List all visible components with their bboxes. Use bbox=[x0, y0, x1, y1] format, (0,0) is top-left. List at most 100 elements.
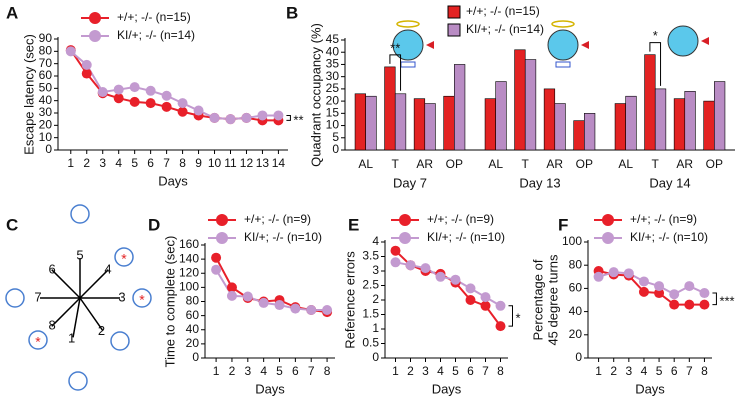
data-point bbox=[113, 93, 124, 104]
y-tick-label: 120 bbox=[179, 265, 199, 279]
legend-label: +/+; -/- (n=9) bbox=[630, 212, 697, 226]
bar bbox=[703, 100, 715, 151]
data-point bbox=[161, 101, 172, 112]
bar bbox=[413, 98, 426, 151]
legend-marker bbox=[216, 232, 228, 244]
significance-bracket bbox=[649, 42, 662, 86]
significance-bracket bbox=[508, 305, 513, 327]
data-point bbox=[623, 268, 634, 279]
y-tick-label: 80 bbox=[569, 257, 583, 271]
data-point bbox=[390, 257, 401, 268]
arm-cup bbox=[70, 204, 90, 224]
y-tick-label: 40 bbox=[569, 304, 583, 318]
data-point bbox=[684, 299, 695, 310]
legend-marker bbox=[89, 30, 101, 42]
y-tick-label: 45 bbox=[326, 32, 340, 46]
x-tick-label: 8 bbox=[497, 364, 504, 378]
y-tick-label: 60 bbox=[186, 308, 200, 322]
pool bbox=[667, 25, 699, 57]
bar bbox=[495, 81, 507, 151]
x-tick-label: 12 bbox=[240, 156, 254, 170]
data-point bbox=[608, 267, 619, 278]
arm-label: 5 bbox=[76, 247, 83, 262]
significance-label: * bbox=[653, 28, 658, 43]
x-tick-label: AR bbox=[416, 157, 433, 171]
x-tick-label: 5 bbox=[452, 364, 459, 378]
legend-label: KI/+; -/- (n=10) bbox=[244, 230, 322, 244]
data-point bbox=[226, 282, 237, 293]
y-axis-label: 45 degree turns bbox=[545, 254, 560, 346]
legend-label: KI/+; -/- (n=10) bbox=[630, 230, 708, 244]
x-tick-label: AR bbox=[676, 157, 693, 171]
x-tick-label: T bbox=[522, 157, 530, 171]
panel-label: F bbox=[558, 215, 568, 234]
y-axis-label: Percentage of bbox=[530, 259, 545, 340]
bar bbox=[584, 113, 596, 151]
y-tick-label: 20 bbox=[569, 327, 583, 341]
y-tick-label: 30 bbox=[39, 105, 53, 119]
data-point bbox=[306, 304, 317, 315]
y-tick-label: 5 bbox=[332, 130, 339, 144]
bar bbox=[573, 120, 585, 151]
arm-cup bbox=[5, 288, 25, 308]
arm-label: 3 bbox=[118, 289, 125, 304]
x-tick-label: AL bbox=[488, 157, 503, 171]
panel-label: E bbox=[348, 215, 359, 234]
legend-label: +/+; -/- (n=9) bbox=[244, 212, 311, 226]
x-tick-label: AL bbox=[618, 157, 633, 171]
data-point bbox=[145, 98, 156, 109]
y-tick-label: 0 bbox=[575, 350, 582, 364]
bar bbox=[384, 66, 396, 151]
y-tick-label: 3 bbox=[372, 263, 379, 277]
maze-arm bbox=[79, 269, 109, 299]
bar bbox=[684, 91, 696, 151]
bar bbox=[394, 93, 407, 151]
y-tick-label: 30 bbox=[326, 69, 340, 83]
y-tick-label: 10 bbox=[39, 130, 53, 144]
x-tick-label: 8 bbox=[324, 364, 331, 378]
x-axis-label: Days bbox=[635, 381, 665, 396]
x-tick-label: 1 bbox=[392, 364, 399, 378]
significance-label: ** bbox=[390, 40, 400, 55]
arm-cup bbox=[110, 331, 130, 351]
x-tick-label: OP bbox=[446, 157, 463, 171]
data-point bbox=[322, 304, 333, 315]
data-point bbox=[465, 283, 476, 294]
data-point bbox=[684, 281, 695, 292]
y-tick-label: 100 bbox=[179, 280, 199, 294]
legend-label: KI/+; -/- (n=14) bbox=[117, 28, 195, 42]
data-point bbox=[258, 297, 269, 308]
x-tick-label: 4 bbox=[437, 364, 444, 378]
bar bbox=[514, 49, 526, 151]
data-point bbox=[145, 85, 156, 96]
x-tick-label: 2 bbox=[407, 364, 414, 378]
arm-label: 6 bbox=[48, 261, 55, 276]
data-point bbox=[654, 281, 665, 292]
legend-swatch bbox=[447, 5, 461, 19]
data-point bbox=[177, 106, 188, 117]
data-point bbox=[654, 288, 665, 299]
x-tick-label: 1 bbox=[213, 364, 220, 378]
data-point bbox=[699, 288, 710, 299]
x-tick-label: 11 bbox=[224, 156, 237, 170]
data-point bbox=[193, 105, 204, 116]
x-tick-label: 6 bbox=[292, 364, 299, 378]
bar bbox=[625, 95, 637, 151]
cue bbox=[701, 37, 709, 45]
data-point bbox=[129, 96, 140, 107]
x-tick-label: 4 bbox=[641, 364, 648, 378]
data-point bbox=[81, 59, 92, 70]
y-tick-label: 4 bbox=[372, 234, 379, 248]
y-tick-label: 140 bbox=[179, 251, 199, 265]
legend-marker bbox=[602, 214, 614, 226]
data-point bbox=[638, 276, 649, 287]
data-point bbox=[290, 303, 301, 314]
x-tick-label: 9 bbox=[195, 156, 202, 170]
data-point bbox=[669, 299, 680, 310]
legend-marker bbox=[399, 214, 411, 226]
halo bbox=[396, 20, 420, 28]
y-tick-label: 15 bbox=[326, 106, 340, 120]
legend-label: +/+; -/- (n=15) bbox=[117, 10, 191, 24]
y-tick-label: 2.5 bbox=[362, 278, 379, 292]
